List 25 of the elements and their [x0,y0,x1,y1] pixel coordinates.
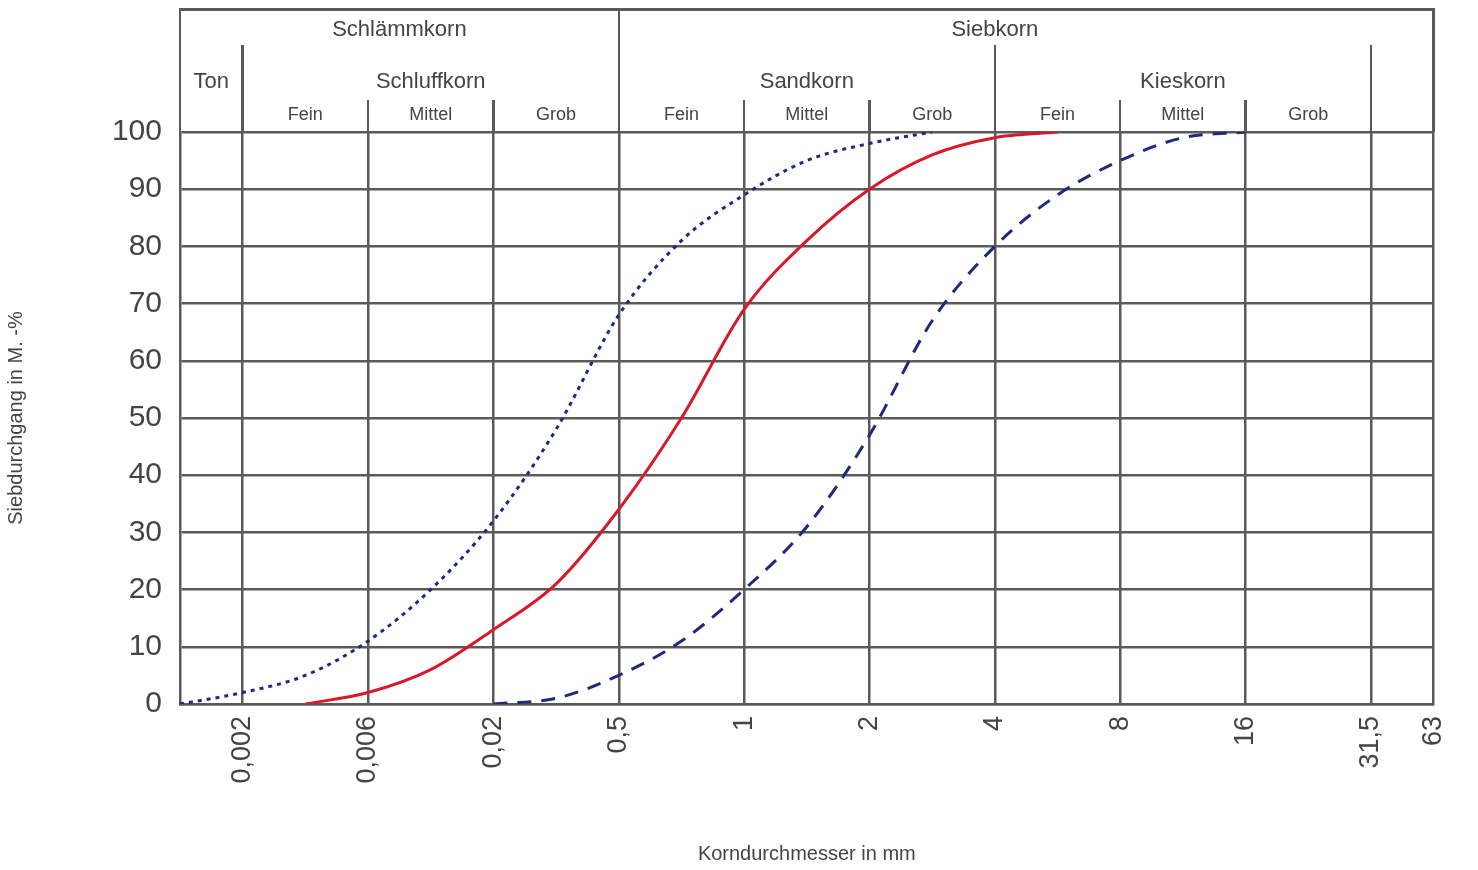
y-tick-label: 50 [128,399,162,433]
y-tick-label: 80 [128,227,162,261]
y-tick-label: 100 [111,113,162,147]
x-tick-label: 0,02 [476,716,507,769]
x-axis-title: Korndurchmesser in mm [697,841,916,864]
x-tick-label: 63 [1417,716,1448,747]
x-tick-label: 0,006 [351,716,382,784]
x-tick-label: 0,5 [602,716,633,754]
line-series [303,132,1060,704]
x-tick-label: 4 [978,716,1009,732]
x-tick-label: 0,002 [226,716,257,784]
y-tick-label: 20 [128,570,162,604]
x-tick-label: 1 [727,716,758,732]
x-tick-label: 16 [1229,716,1260,747]
y-tick-label: 60 [128,342,162,376]
y-tick-label: 10 [128,628,162,662]
y-tick-label: 0 [145,685,162,719]
x-tick-label: 31,5 [1354,716,1385,769]
y-tick-label: 40 [128,456,162,490]
y-tick-label: 70 [128,284,162,318]
x-tick-label: 8 [1103,716,1134,732]
y-tick-label: 30 [128,513,162,547]
y-tick-label: 90 [128,170,162,204]
x-tick-label: 2 [852,716,883,732]
y-axis-title: Siebdurchgang in M. -% [3,311,26,525]
